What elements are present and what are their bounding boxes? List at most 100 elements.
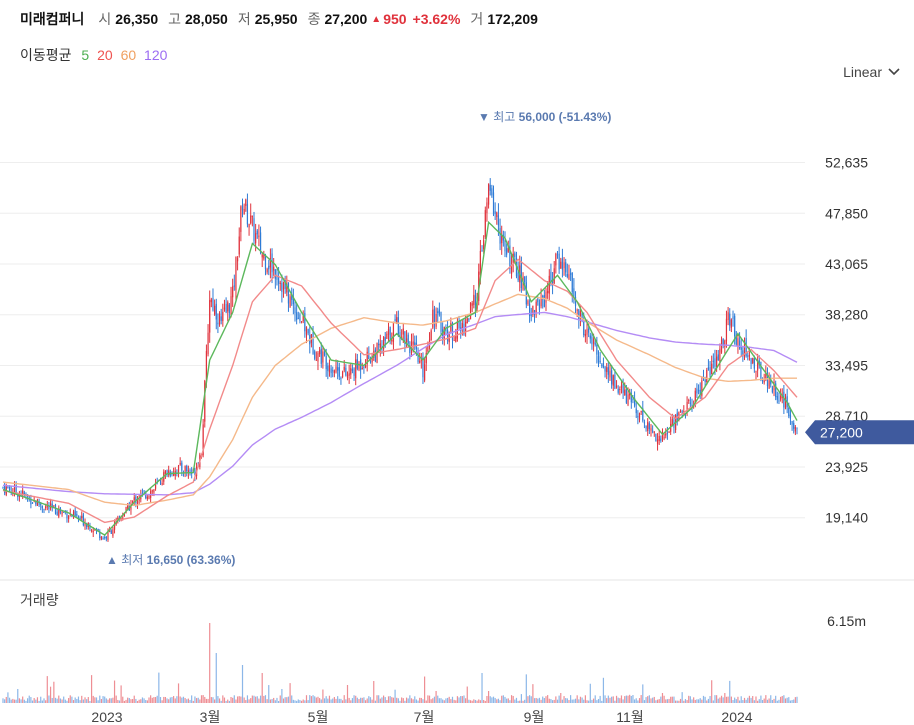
x-tick-label: 9월 [524,709,545,725]
volume-bar [332,698,334,703]
candles [2,178,798,542]
volume-bar [415,699,418,703]
candle-body [473,294,475,306]
volume-bar [338,698,340,703]
volume-bar [161,700,163,703]
volume-bar [678,700,680,703]
candle-body [735,335,737,345]
candle-body [2,487,4,489]
ma-legend-5[interactable]: 5 [81,47,90,63]
volume-bar [660,696,662,703]
candle-body [725,318,728,342]
candle-body [550,271,552,283]
candle-body [36,499,39,506]
volume-bar [466,686,468,703]
candle-body [592,339,595,344]
volume-bar [113,680,116,703]
volume-bar [599,695,601,703]
scale-mode-dropdown[interactable]: Linear [843,64,900,80]
candle-body [414,342,416,347]
volume-bar [304,700,306,703]
volume-bar [543,698,545,703]
volume-bar [727,696,729,703]
volume-bar [752,696,754,703]
candle-body [259,232,262,253]
candle-body [340,377,342,380]
candle-body [755,371,757,373]
candle-body [296,312,298,320]
candle-body [681,411,683,414]
volume-bar [245,700,247,703]
candle-body [484,210,486,238]
candle-body [581,312,583,319]
volume-bar [653,696,655,703]
volume-bar [335,698,337,703]
volume-bar [38,700,40,703]
candle-body [763,380,765,383]
volume-bar [136,700,139,703]
volume-bar [693,697,695,703]
candle-body [528,303,531,317]
candle-body [394,319,396,322]
volume-bar [36,697,39,703]
candle-body [738,340,741,349]
volume-bar [734,697,736,703]
candle-body [387,329,390,335]
volume-bar [455,700,457,703]
volume-bar [163,696,165,703]
candle-body [159,482,162,484]
candle-body [405,338,408,343]
candle-body [123,513,125,517]
candle-body [330,368,332,374]
volume-bar [499,700,501,703]
ma-legend-120[interactable]: 120 [144,47,168,63]
candle-body [719,348,721,363]
volume-bar [712,700,714,703]
volume-bar [186,699,188,703]
candle-body [401,336,403,338]
volume-bar [551,700,554,703]
volume-bar [476,700,478,703]
volume-bar [652,697,654,703]
volume-bar [629,694,631,703]
volume-bar [691,699,693,703]
volume-bar [627,695,629,703]
volume-bar [284,697,286,703]
candle-body [463,323,465,335]
volume-bar [576,695,578,703]
scale-mode-label: Linear [843,64,882,80]
change-percent: +3.62% [412,11,461,27]
volume-bar [601,700,603,703]
ma-legend-60[interactable]: 60 [120,47,137,63]
volume-bar [43,698,45,703]
candle-body [689,402,691,404]
volume-bar [688,695,690,703]
candle-body [82,514,84,526]
candle-body [560,261,562,269]
volume-bar [432,698,434,703]
volume-bar [15,699,17,703]
volume-bar [424,676,426,703]
volume-bar [781,696,783,703]
volume-bar [194,696,196,703]
candle-body [468,318,470,321]
volume-bar [409,695,411,703]
candle-body [510,265,513,274]
candle-body [458,321,460,328]
candle-body [789,414,792,419]
volume-bar [135,698,137,703]
ma-legend-20[interactable]: 20 [97,47,113,63]
volume-bar [148,697,150,703]
volume-bar [525,674,527,703]
volume-bar [18,698,21,703]
volume-bar [614,700,616,703]
volume-bar [783,695,785,703]
candle-body [397,317,399,335]
candle-body [479,250,481,275]
candle-body [497,215,500,226]
candle-body [220,316,222,321]
volume-bar [86,699,88,703]
candle-body [784,397,787,409]
candle-body [314,351,316,359]
